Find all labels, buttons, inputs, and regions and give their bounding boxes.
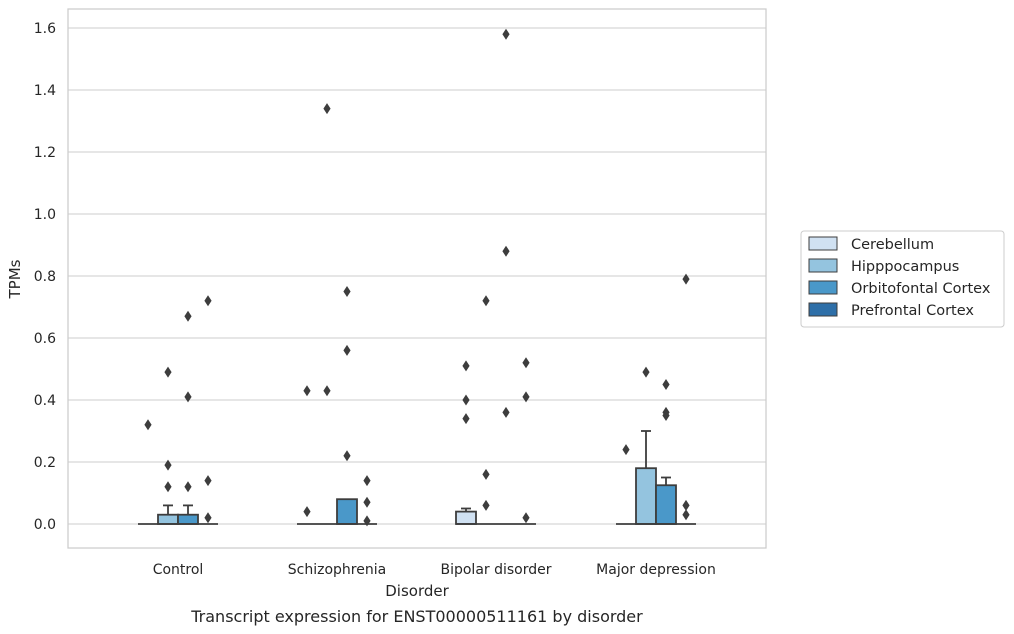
y-tick-label: 0.2 [34,455,56,471]
outlier-point [682,499,690,511]
legend-label: Cerebellum [851,237,934,253]
chart-caption: Transcript expression for ENST0000051116… [190,607,643,626]
outlier-point [164,366,172,378]
box-group [317,103,337,525]
outlier-point [482,499,490,511]
outlier-point [204,295,212,307]
y-tick-label: 0.0 [34,517,56,533]
box [635,467,657,525]
outlier-point [323,103,331,115]
outlier-point [522,357,530,369]
x-tick-label: Bipolar disorder [440,562,551,578]
outlier-point [164,481,172,493]
box-group [198,295,218,525]
legend-frame [800,230,1005,328]
x-tick-label: Control [153,562,204,578]
box-group [455,360,477,525]
boxes [138,28,696,527]
box-group [655,379,677,525]
outlier-point [303,385,311,397]
box [455,510,477,525]
box-group [157,366,179,525]
y-tick-label: 1.6 [34,21,56,37]
outlier-point [363,515,371,527]
outlier-point [662,410,670,421]
box-group [297,385,317,525]
plot-frame [67,8,767,549]
outlier-point [363,496,371,508]
outlier-point [522,512,530,524]
outlier-point [184,310,192,322]
y-tick-label: 1.4 [34,83,56,99]
outlier-point [184,391,192,403]
legend-swatch [808,280,838,295]
outlier-point [323,385,331,397]
legend-label: Orbitofontal Cortex [851,281,991,297]
legend: Cerebellum Hipppocampus Orbitofontal Corte… [800,230,1005,328]
outlier-point [642,366,650,378]
plot-background [68,9,766,548]
tick-labels: 0.0 0.2 0.4 0.6 0.8 1.0 1.2 1.4 1.6 Control Schizo… [34,21,716,578]
legend-label: Hipppocampus [851,259,959,275]
outlier-point [462,360,470,372]
y-tick-label: 0.6 [34,331,56,347]
box-group [357,475,377,527]
outlier-point [682,273,690,285]
legend-swatch [808,258,838,273]
box-group [336,286,358,525]
outlier-point [303,506,311,518]
outlier-point [502,406,510,418]
outlier-point [482,295,490,307]
box [336,498,358,525]
outlier-point [502,28,510,40]
box [157,513,179,525]
outlier-point [184,481,192,493]
box [177,513,199,525]
outlier-point [164,459,172,471]
box-group [516,357,536,525]
outlier-point [204,475,212,487]
y-tick-label: 1.0 [34,207,56,223]
box [655,484,677,525]
legend-label: Prefrontal Cortex [851,303,974,319]
x-axis-label: Disorder [385,582,449,600]
box-group [676,273,696,525]
box-group [496,28,516,525]
y-tick-label: 0.4 [34,393,56,409]
outlier-point [662,379,670,390]
outlier-point [204,512,212,524]
y-tick-label: 1.2 [34,145,56,161]
outlier-point [343,344,351,356]
outlier-point [144,419,152,431]
outlier-point [462,413,470,425]
outlier-point [482,468,490,480]
y-axis-label: TPMs [6,259,24,299]
outlier-point [622,444,630,456]
y-tick-label: 0.8 [34,269,56,285]
outlier-point [682,509,690,521]
x-tick-label: Schizophrenia [288,562,386,578]
box-group [616,444,636,525]
box-group [138,419,158,525]
outlier-point [502,245,510,257]
outlier-point [522,391,530,403]
box-group [177,310,199,525]
outlier-point [363,475,371,487]
box-group [476,295,496,525]
x-tick-label: Major depression [596,562,716,578]
outlier-point [343,286,351,297]
legend-swatch [808,302,838,317]
outlier-point [462,394,470,406]
outlier-point [343,450,351,462]
legend-swatch [808,236,838,251]
